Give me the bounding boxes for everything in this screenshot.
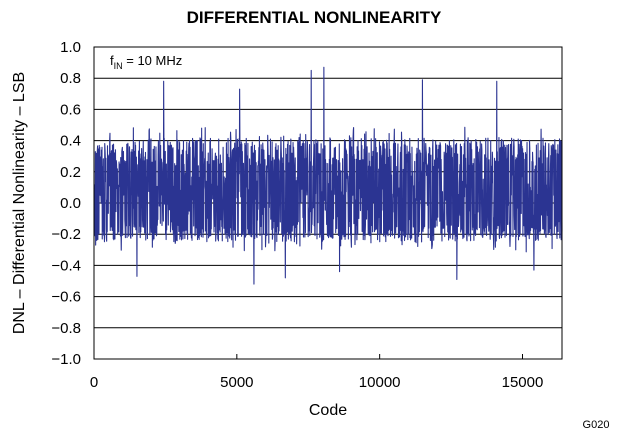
x-tick-label: 0 [90, 374, 98, 391]
y-tick-label: 0.0 [60, 195, 81, 212]
x-axis-ticks: 0 5000 10000 15000 [90, 354, 544, 391]
y-tick-label: 0.8 [60, 70, 81, 87]
chart-title: DIFFERENTIAL NONLINEARITY [187, 8, 442, 27]
y-axis-label: DNL – Differential Nonlinearity – LSB [11, 72, 28, 334]
y-axis-ticks: −1.0 −0.8 −0.6 −0.4 −0.2 0.0 0.2 0.4 0.6 0.8 1.0 [51, 39, 81, 368]
x-tick-label: 15000 [502, 374, 544, 391]
figure-code: G020 [583, 419, 610, 431]
x-tick-label: 10000 [359, 374, 401, 391]
y-tick-label: −0.4 [51, 257, 81, 274]
y-tick-label: 0.6 [60, 101, 81, 118]
y-tick-label: −0.2 [51, 226, 81, 243]
dnl-trace [93, 66, 563, 285]
y-tick-label: 1.0 [60, 39, 81, 56]
y-tick-label: 0.2 [60, 164, 81, 181]
y-tick-label: −0.8 [51, 320, 81, 337]
x-axis-label: Code [309, 402, 347, 419]
y-tick-label: −0.6 [51, 289, 81, 306]
x-tick-label: 5000 [220, 374, 253, 391]
dnl-series [93, 66, 563, 285]
plot-frame [93, 46, 563, 360]
annotation-box: fIN = 10 MHz [104, 51, 216, 71]
annotation-frequency: fIN = 10 MHz [110, 53, 182, 71]
y-tick-label: 0.4 [60, 133, 81, 150]
y-tick-label: −1.0 [51, 351, 81, 368]
